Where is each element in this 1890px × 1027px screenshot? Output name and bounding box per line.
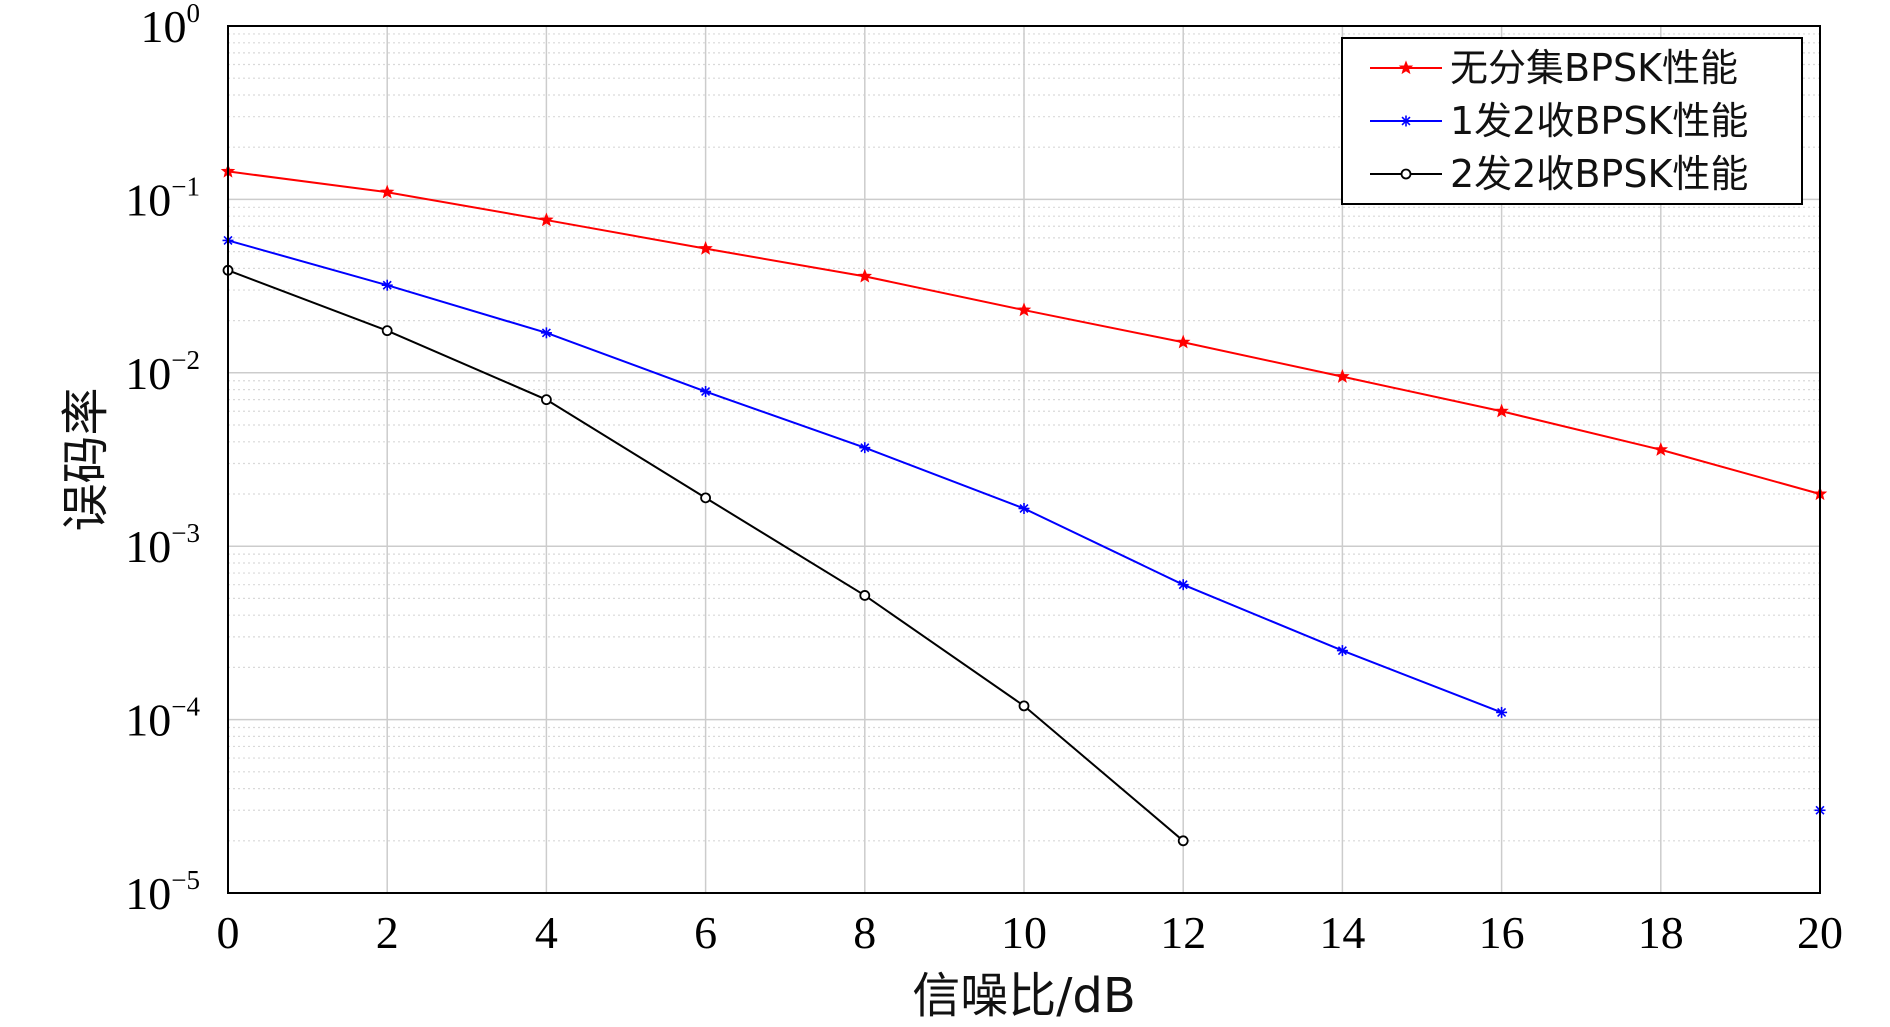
y-tick-label: 10−1 bbox=[125, 171, 200, 225]
x-tick-label: 16 bbox=[1479, 907, 1525, 958]
y-tick-label: 10−4 bbox=[125, 692, 200, 746]
series-point bbox=[857, 268, 873, 283]
x-tick-label: 20 bbox=[1797, 907, 1843, 958]
legend-item: 2发2收BPSK性能 bbox=[1370, 152, 1748, 196]
x-tick-label: 4 bbox=[535, 907, 558, 958]
series-point bbox=[1018, 700, 1030, 712]
series-point bbox=[700, 492, 711, 504]
legend-label: 1发2收BPSK性能 bbox=[1450, 99, 1748, 143]
series-point bbox=[1018, 502, 1030, 514]
series-point bbox=[859, 442, 871, 454]
series-point bbox=[381, 279, 393, 291]
point-stroke bbox=[701, 386, 711, 397]
series-point bbox=[1400, 115, 1412, 127]
x-tick-label: 2 bbox=[376, 907, 399, 958]
series-point bbox=[1494, 403, 1509, 418]
series-point bbox=[1177, 579, 1189, 591]
series-point bbox=[700, 386, 712, 398]
series-point bbox=[541, 394, 552, 406]
point-stroke bbox=[1019, 503, 1029, 514]
x-axis-title: 信噪比/dB bbox=[912, 968, 1136, 1024]
legend-item: 1发2收BPSK性能 bbox=[1370, 99, 1748, 143]
y-tick-label: 10−5 bbox=[125, 865, 200, 919]
point-stroke bbox=[382, 280, 392, 290]
point-stroke bbox=[1337, 646, 1347, 656]
point-stroke bbox=[1401, 116, 1411, 126]
series-point bbox=[1653, 442, 1669, 456]
legend-label: 无分集BPSK性能 bbox=[1450, 46, 1738, 90]
point-stroke bbox=[1178, 580, 1188, 590]
series-point bbox=[1177, 835, 1189, 847]
point-stroke bbox=[541, 328, 551, 338]
x-tick-label: 0 bbox=[217, 907, 240, 958]
x-tick-labels: 0 2 4 6 8 10 12 14 16 18 20 bbox=[217, 907, 1844, 958]
y-tick-labels: 10−5 10−4 10−3 10−2 10−1 100 bbox=[125, 0, 200, 919]
y-tick-label: 10−3 bbox=[125, 518, 200, 572]
legend-label: 2发2收BPSK性能 bbox=[1450, 152, 1748, 196]
x-tick-label: 10 bbox=[1001, 907, 1047, 958]
series-point bbox=[381, 325, 393, 337]
series-point bbox=[1398, 60, 1414, 75]
legend-item: 无分集BPSK性能 bbox=[1370, 46, 1738, 90]
x-tick-label: 12 bbox=[1160, 907, 1206, 958]
series-point bbox=[1335, 369, 1350, 383]
legend: 无分集BPSK性能 1发2收BPSK性能 2发2收BPSK性能 bbox=[1341, 37, 1803, 205]
series-point bbox=[539, 212, 554, 227]
series-point bbox=[1400, 168, 1412, 180]
series-3 bbox=[222, 264, 1189, 847]
y-tick-label: 100 bbox=[141, 0, 201, 52]
plot-frame bbox=[227, 25, 1821, 894]
series-point bbox=[698, 241, 713, 255]
series-point bbox=[859, 590, 871, 601]
point-stroke bbox=[1497, 707, 1507, 717]
series-2 bbox=[222, 234, 1826, 816]
y-tick-label: 10−2 bbox=[125, 345, 200, 399]
series-point bbox=[540, 327, 552, 339]
series-point bbox=[1175, 334, 1191, 349]
series-point bbox=[1336, 645, 1348, 657]
series-point bbox=[379, 184, 395, 199]
series-point bbox=[1016, 302, 1032, 317]
x-tick-label: 18 bbox=[1638, 907, 1684, 958]
series-point bbox=[1496, 706, 1508, 718]
x-tick-label: 8 bbox=[853, 907, 876, 958]
point-stroke bbox=[860, 443, 870, 453]
y-axis-title: 误码率 bbox=[58, 387, 114, 531]
x-tick-label: 6 bbox=[694, 907, 717, 958]
x-tick-label: 14 bbox=[1319, 907, 1365, 958]
